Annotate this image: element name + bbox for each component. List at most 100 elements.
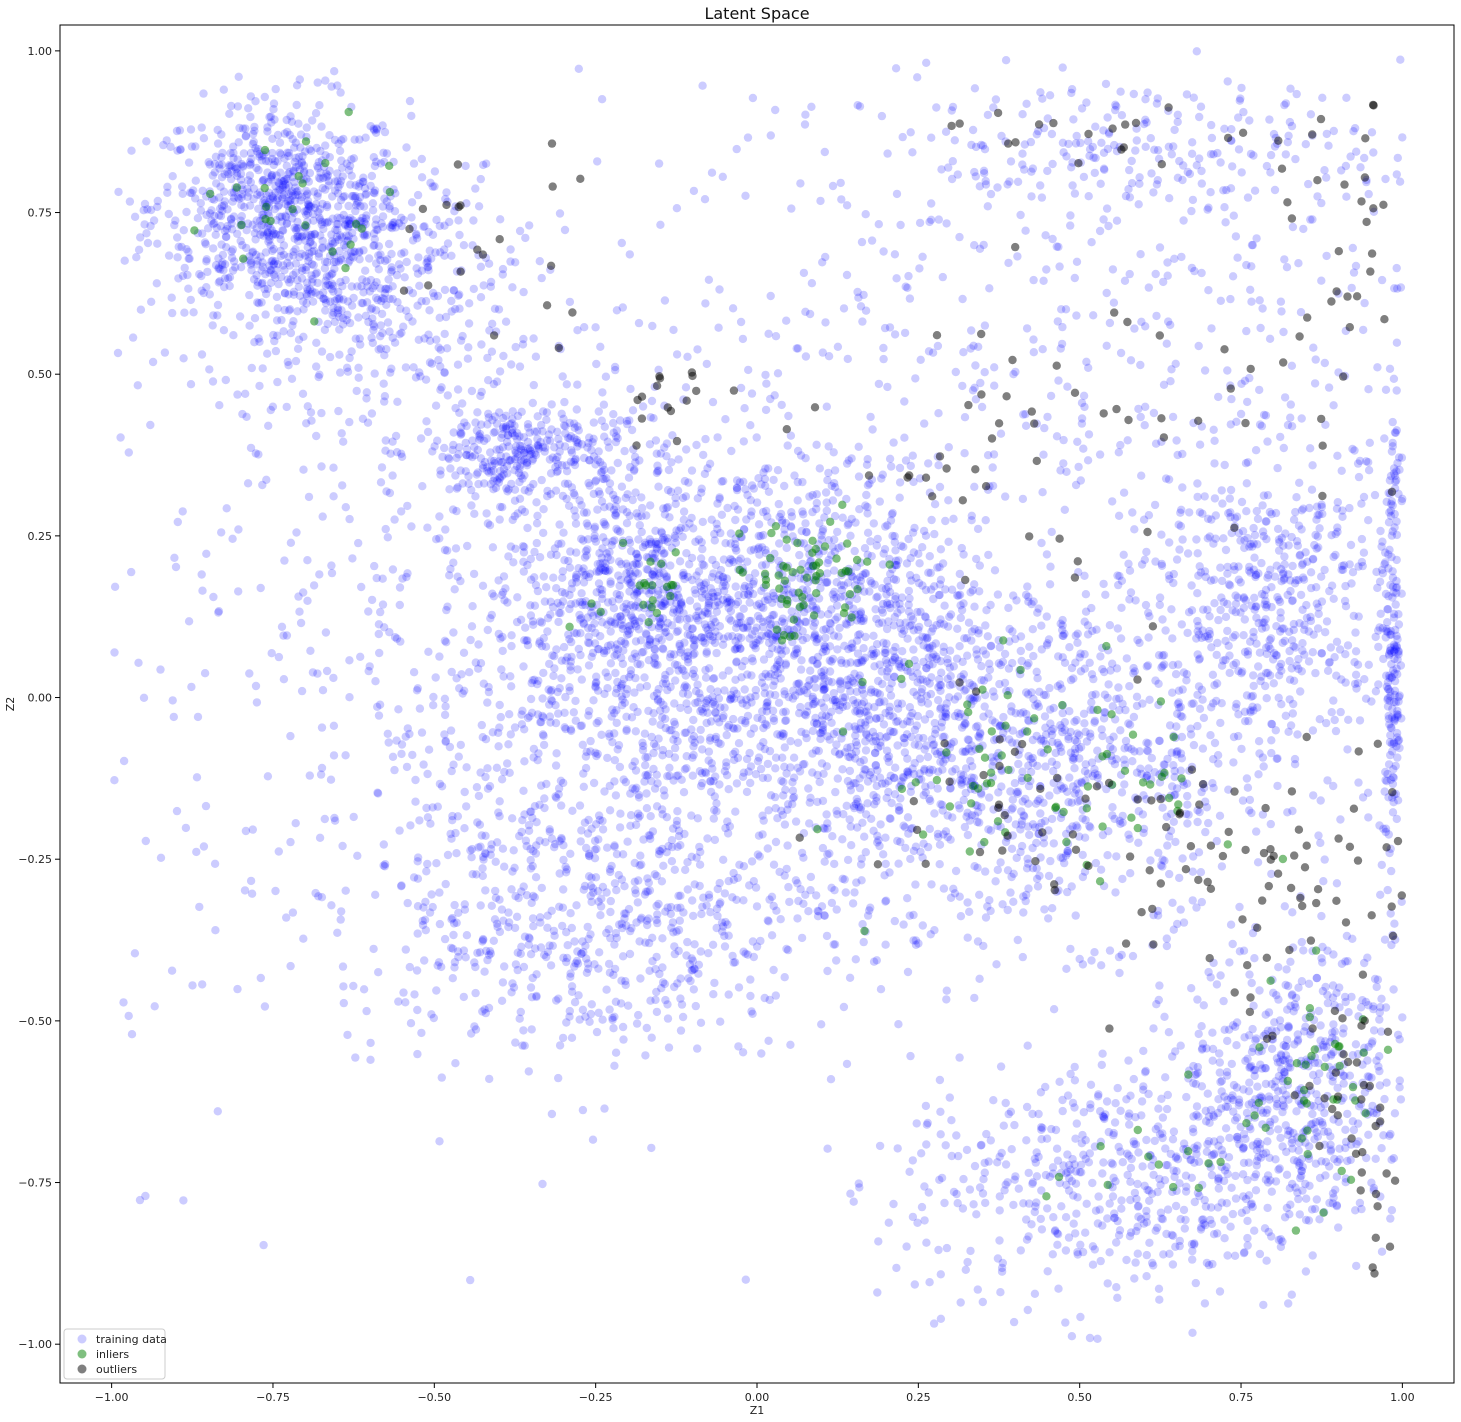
training-data-point (933, 563, 942, 572)
training-data-point (910, 725, 920, 735)
training-data-point (818, 527, 827, 536)
training-data-point (445, 485, 454, 494)
training-data-point (657, 527, 666, 536)
training-data-point (173, 233, 182, 242)
training-data-point (538, 730, 548, 739)
training-data-point (447, 307, 456, 316)
training-data-point (616, 620, 625, 629)
training-data-point (626, 384, 635, 394)
training-data-point (417, 728, 427, 737)
training-data-point (271, 182, 280, 191)
training-data-point (809, 622, 818, 631)
training-data-point (233, 390, 242, 399)
training-data-point (333, 213, 342, 222)
training-data-point (946, 835, 955, 844)
training-data-point (245, 290, 254, 300)
training-data-point (991, 877, 1000, 886)
training-data-point (515, 494, 525, 503)
training-data-point (919, 839, 928, 848)
training-data-point (830, 466, 840, 475)
training-data-point (494, 742, 503, 751)
training-data-point (173, 146, 182, 155)
training-data-point (374, 242, 384, 251)
training-data-point (229, 193, 239, 202)
training-data-point (688, 771, 697, 780)
training-data-point (291, 153, 300, 163)
training-data-point (214, 211, 224, 220)
training-data-point (1020, 794, 1030, 804)
training-data-point (361, 133, 370, 142)
training-data-point (771, 764, 780, 773)
training-data-point (241, 124, 250, 133)
training-data-point (479, 281, 488, 290)
training-data-point (223, 205, 232, 214)
training-data-point (783, 841, 792, 850)
training-data-point (327, 82, 336, 91)
training-data-point (120, 256, 129, 265)
training-data-point (471, 418, 480, 427)
training-data-point (170, 220, 179, 230)
training-data-point (1006, 888, 1015, 897)
training-data-point (219, 187, 229, 196)
training-data-point (304, 204, 313, 214)
training-data-point (797, 687, 806, 696)
training-data-point (281, 212, 291, 222)
training-data-point (303, 196, 313, 205)
training-data-point (935, 840, 945, 849)
training-data-point (195, 270, 204, 279)
training-data-point (189, 186, 198, 195)
training-data-point (284, 181, 293, 190)
training-data-point (311, 200, 321, 209)
training-data-point (1326, 643, 1336, 652)
training-data-point (1118, 811, 1127, 821)
training-data-point (613, 434, 622, 443)
training-data-point (930, 809, 939, 818)
training-data-point (688, 669, 698, 678)
training-data-point (616, 809, 625, 818)
training-data-point (515, 432, 524, 441)
training-data-point (216, 265, 225, 274)
training-data-point (762, 698, 772, 708)
training-data-point (424, 227, 433, 237)
training-data-point (608, 705, 617, 714)
training-data-point (510, 421, 519, 430)
training-data-point (459, 241, 469, 250)
training-data-point (349, 247, 358, 256)
training-data-point (333, 81, 342, 90)
training-data-point (532, 498, 541, 507)
training-data-point (259, 231, 268, 240)
training-data-point (550, 652, 559, 661)
training-data-point (238, 241, 247, 250)
training-data-point (380, 397, 389, 406)
training-data-point (885, 587, 895, 597)
training-data-point (1273, 781, 1282, 791)
training-data-point (327, 270, 336, 279)
training-data-point (828, 496, 838, 505)
training-data-point (521, 233, 530, 243)
training-data-point (872, 640, 882, 649)
training-data-point (290, 234, 299, 243)
training-data-point (317, 122, 326, 131)
training-data-point (369, 124, 378, 133)
training-data-point (376, 250, 385, 259)
training-data-point (830, 566, 839, 575)
training-data-point (324, 177, 333, 186)
training-data-point (854, 472, 864, 481)
training-data-point (827, 481, 836, 491)
training-data-point (769, 965, 778, 975)
training-data-point (708, 592, 717, 601)
training-data-point (483, 625, 492, 635)
training-data-point (249, 184, 259, 193)
training-data-point (518, 340, 528, 349)
training-data-point (906, 854, 915, 864)
training-data-point (532, 538, 541, 548)
training-data-point (709, 814, 718, 823)
training-data-point (347, 171, 356, 180)
training-data-point (295, 75, 304, 84)
training-data-point (1065, 643, 1074, 652)
training-data-point (425, 306, 434, 315)
training-data-point (425, 246, 434, 255)
training-data-point (1110, 760, 1120, 769)
training-data-point (713, 499, 722, 508)
